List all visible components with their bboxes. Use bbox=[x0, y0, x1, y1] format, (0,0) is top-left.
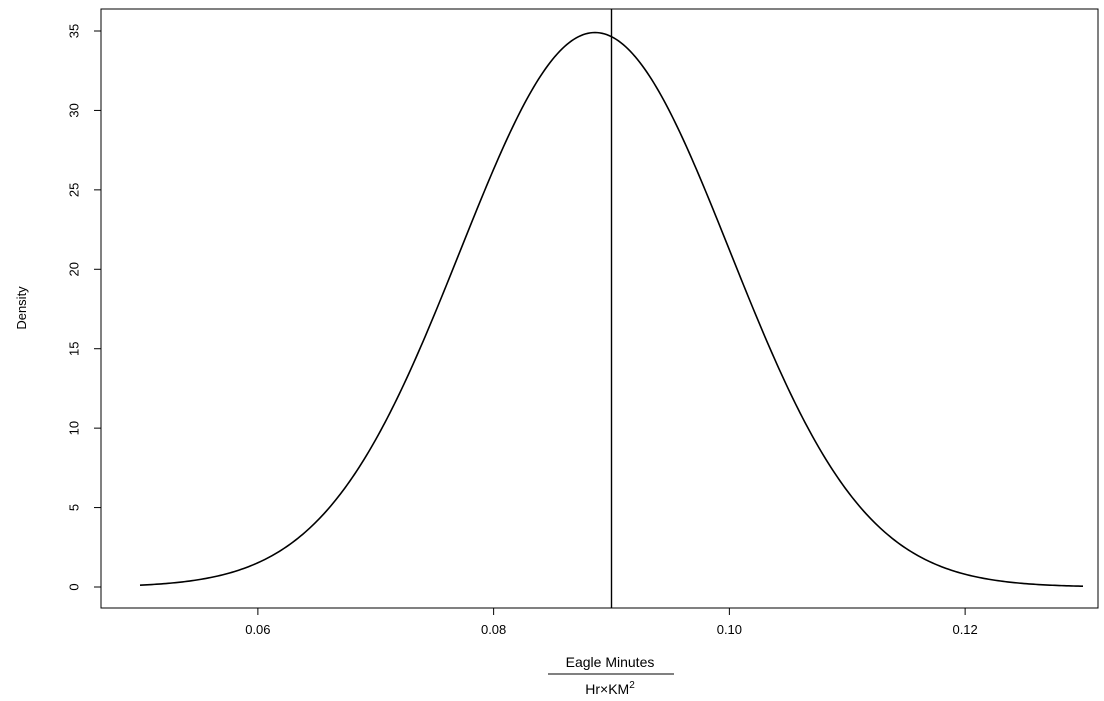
denominator-exponent: 2 bbox=[629, 680, 635, 691]
x-tick-label: 0.10 bbox=[717, 622, 742, 637]
y-tick-label: 25 bbox=[67, 183, 82, 197]
x-axis-label: Eagle Minutes Hr×KM2 bbox=[548, 654, 674, 697]
denominator-base: Hr bbox=[585, 681, 600, 697]
y-axis: 0 5 10 15 20 25 30 35 bbox=[67, 24, 101, 591]
y-tick-label: 35 bbox=[67, 24, 82, 38]
x-tick-label: 0.08 bbox=[481, 622, 506, 637]
y-tick-label: 0 bbox=[67, 583, 82, 590]
x-tick-label: 0.12 bbox=[952, 622, 977, 637]
y-tick-label: 20 bbox=[67, 262, 82, 276]
denominator-unit: KM bbox=[608, 681, 629, 697]
y-tick-label: 5 bbox=[67, 504, 82, 511]
x-axis: 0.06 0.08 0.10 0.12 bbox=[245, 608, 978, 637]
x-axis-label-numerator: Eagle Minutes bbox=[566, 654, 655, 670]
x-axis-label-denominator: Hr×KM2 bbox=[585, 680, 635, 697]
y-axis-label: Density bbox=[14, 286, 29, 330]
denominator-times: × bbox=[600, 681, 608, 697]
y-tick-label: 15 bbox=[67, 341, 82, 355]
x-tick-label: 0.06 bbox=[245, 622, 270, 637]
plot-frame bbox=[100, 8, 1099, 609]
y-tick-label: 30 bbox=[67, 103, 82, 117]
y-tick-label: 10 bbox=[67, 421, 82, 435]
